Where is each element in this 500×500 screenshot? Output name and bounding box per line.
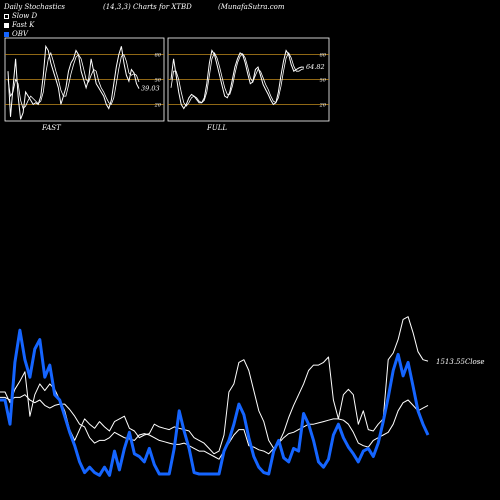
site-name: (MunafaSutra.com xyxy=(218,3,285,11)
legend-item-fast-k: Fast K xyxy=(4,21,37,30)
level-label: 20 xyxy=(154,102,162,108)
obv-line xyxy=(0,328,430,477)
slow-d-swatch xyxy=(4,14,9,19)
legend-label: Fast K xyxy=(12,21,35,29)
full-panel: 20 50 80 64.82 FULL xyxy=(167,37,330,132)
legend-label: Slow D xyxy=(12,12,38,20)
level-label: 50 xyxy=(320,78,327,84)
slow-d-line xyxy=(170,51,305,107)
legend-item-slow-d: Slow D xyxy=(4,12,37,21)
fast-k-line xyxy=(7,44,140,120)
chart-title: Daily Stochastics xyxy=(4,3,66,11)
level-label: 50 xyxy=(155,78,162,84)
fast-panel: 20 50 80 39.03 FAST xyxy=(4,37,165,132)
legend: Slow D Fast K OBV xyxy=(4,12,37,39)
panel-label: FULL xyxy=(206,124,227,132)
chart-params: (14,3,3) Charts for XTBD xyxy=(103,3,192,11)
fast-k-line xyxy=(170,49,305,110)
legend-item-obv: OBV xyxy=(4,30,37,39)
last-value-label: 64.82 xyxy=(306,63,325,71)
close-line xyxy=(0,316,429,455)
level-label: 20 xyxy=(319,102,327,108)
level-label: 80 xyxy=(320,53,327,59)
panel-label: FAST xyxy=(41,124,62,132)
level-label: 80 xyxy=(155,53,162,59)
obv-panel: 1513.55Close xyxy=(0,316,485,477)
obv-swatch xyxy=(4,32,9,37)
slow-d-line xyxy=(0,394,429,460)
slow-d-line xyxy=(7,51,140,110)
fast-k-swatch xyxy=(4,23,9,28)
last-value-label: 39.03 xyxy=(141,85,160,93)
legend-label: OBV xyxy=(12,30,28,38)
close-label: 1513.55Close xyxy=(436,358,485,366)
